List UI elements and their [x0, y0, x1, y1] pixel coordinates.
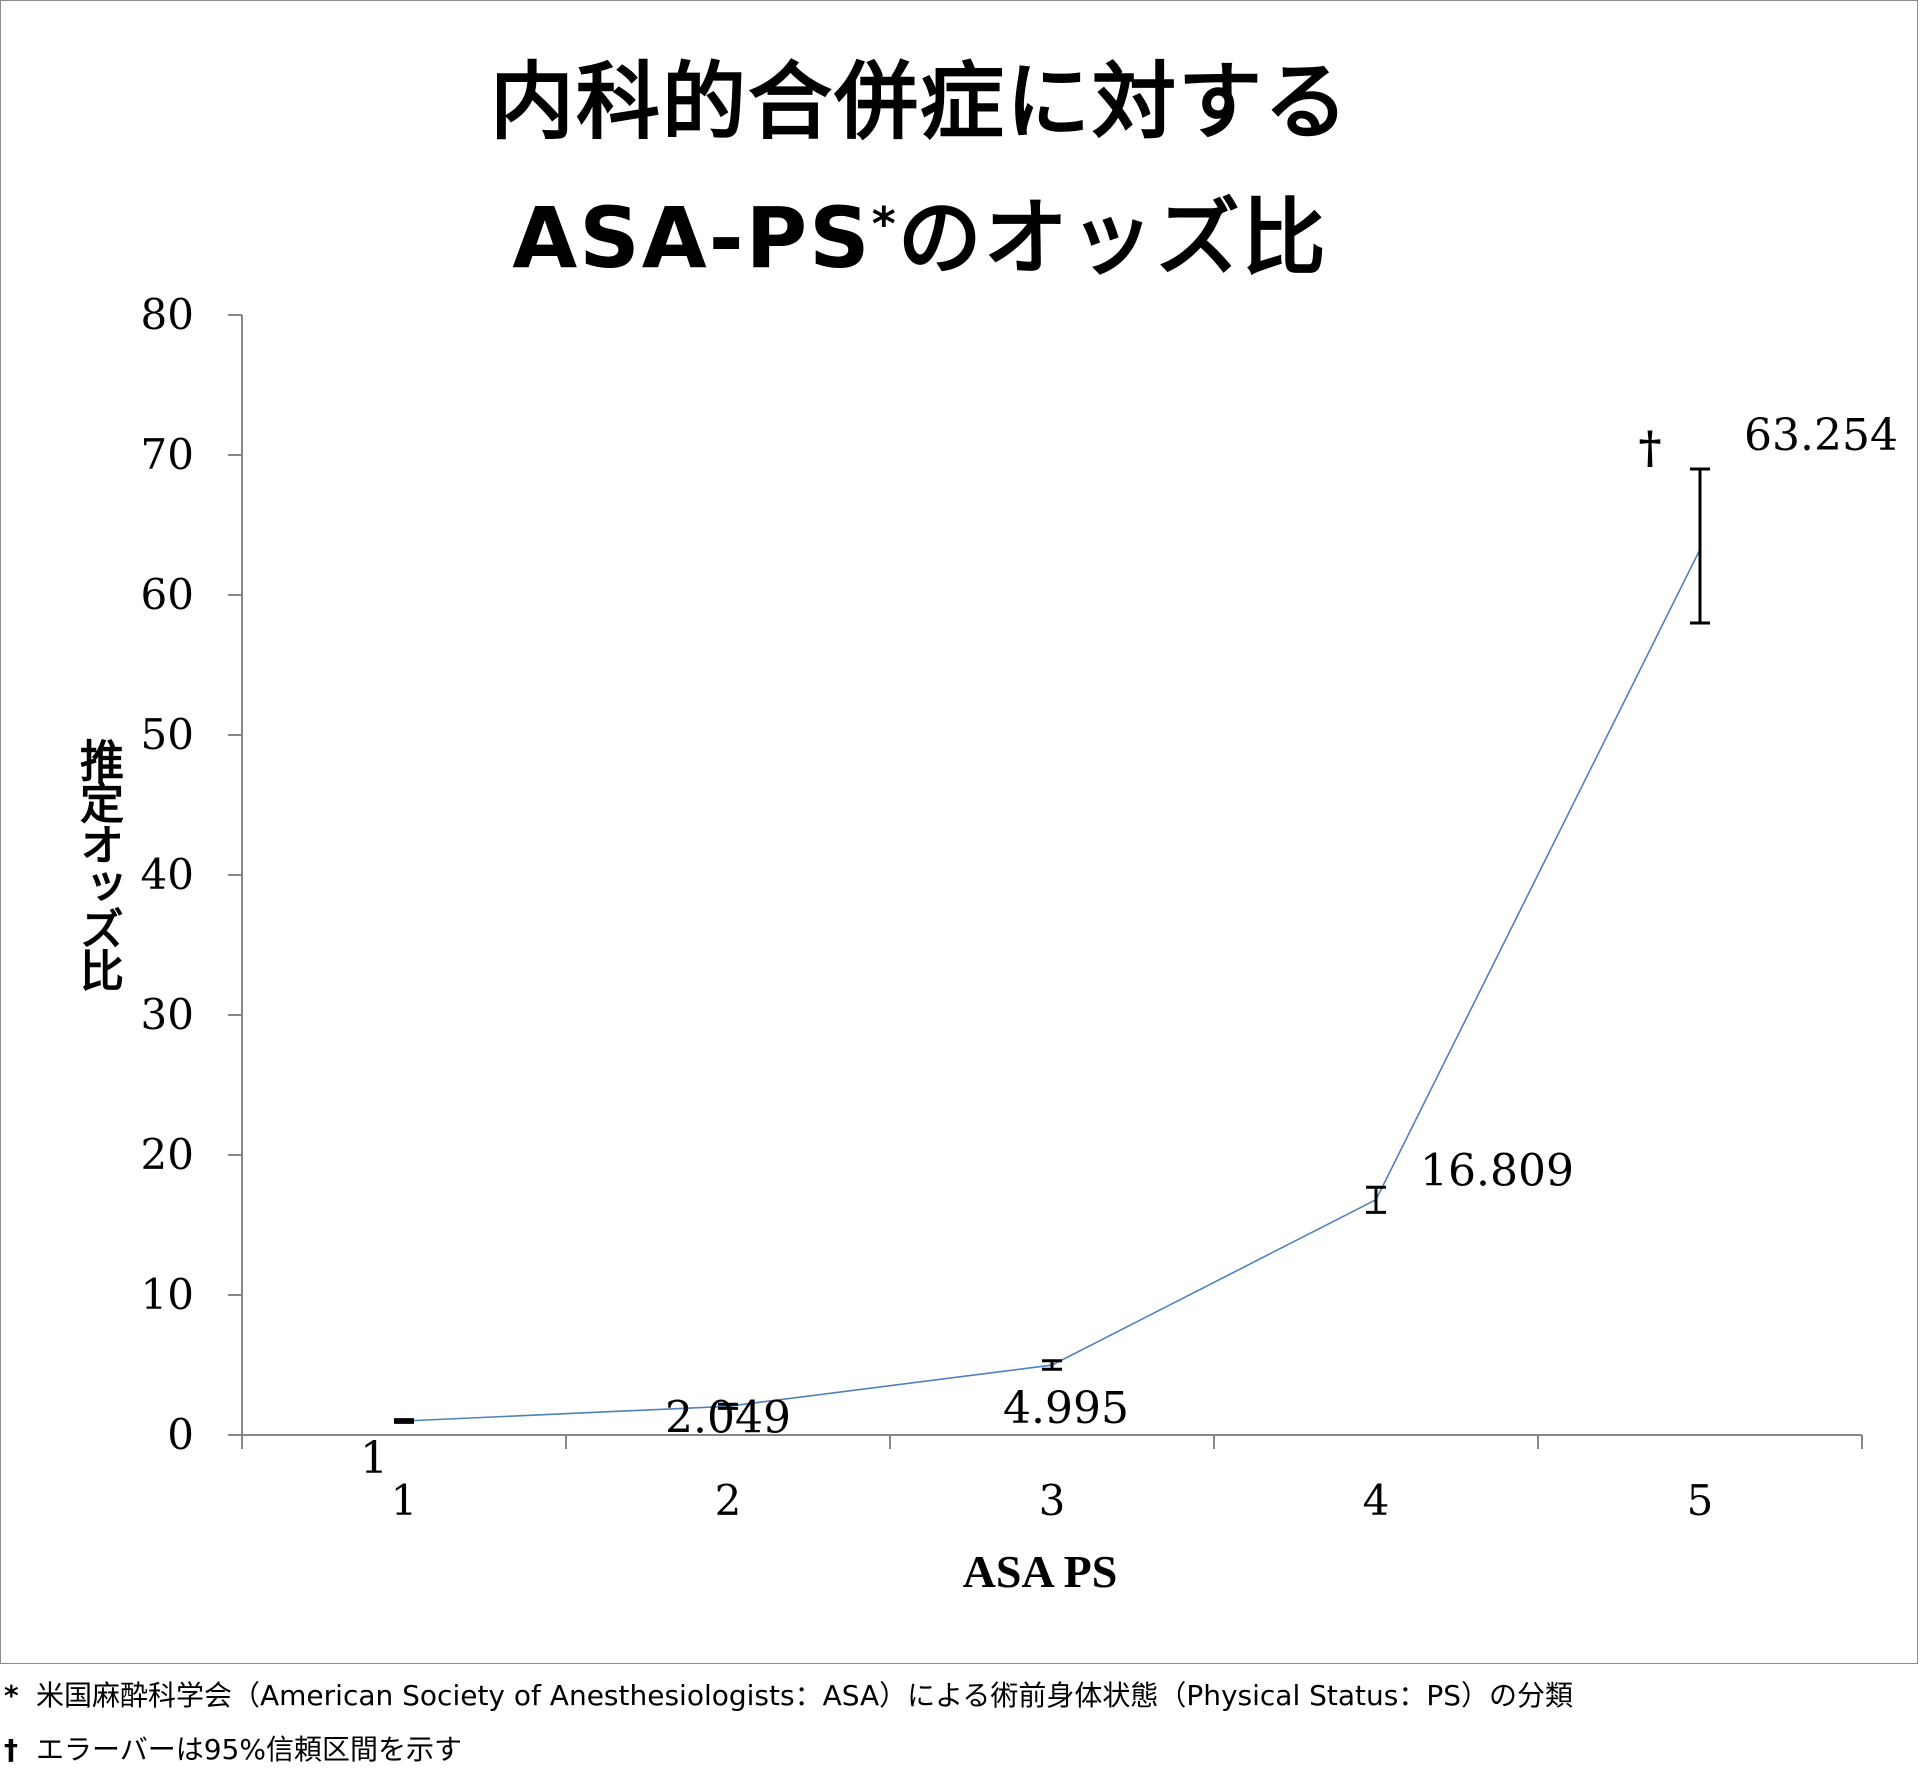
y-tick-label: 30 [141, 990, 194, 1039]
y-tick-label: 10 [141, 1270, 194, 1319]
data-label: 1 [360, 1433, 388, 1484]
y-tick-label: 80 [141, 290, 194, 339]
line-chart: 0 10 20 30 40 50 60 70 80 1 2 3 4 5 ASA PS 1 2.049 4.995 1… [141, 290, 1898, 1597]
x-tick-label: 1 [391, 1476, 418, 1525]
data-label: 16.809 [1420, 1146, 1574, 1197]
data-label: 2.049 [665, 1392, 791, 1443]
footnote-asterisk: * 米国麻酔科学会（American Society of Anesthesiol… [4, 1678, 1573, 1714]
y-tick-label: 40 [141, 850, 194, 899]
title-asa-ps: ASA-PS [512, 189, 872, 287]
x-tick-label: 4 [1363, 1476, 1390, 1525]
x-axis-title: ASA PS [963, 1546, 1118, 1597]
y-tick-label: 60 [141, 570, 194, 619]
y-tick-label: 50 [141, 710, 194, 759]
series-line [403, 549, 1701, 1422]
x-tick-label: 5 [1687, 1476, 1714, 1525]
y-tick-label: 20 [141, 1130, 194, 1179]
data-label: 4.995 [1003, 1383, 1129, 1434]
x-tick-label: 3 [1039, 1476, 1066, 1525]
dagger-annotation: † [1638, 423, 1661, 474]
x-tick-label: 2 [715, 1476, 742, 1525]
title-asterisk: * [871, 197, 898, 251]
footnote-dagger-mark: † [4, 1733, 18, 1766]
chart-title-line2: ASA-PS*のオッズ比 [0, 188, 1840, 288]
y-tick-label: 0 [167, 1410, 194, 1459]
title-odds-ratio: のオッズ比 [897, 189, 1328, 287]
chart-frame [0, 0, 1918, 1664]
footnote-asterisk-mark: * [4, 1679, 19, 1712]
chart-title-line1: 内科的合併症に対する [489, 53, 1350, 151]
data-label: 63.254 [1744, 410, 1898, 461]
y-tick-label: 70 [141, 430, 194, 479]
footnote-dagger: † エラーバーは95%信頼区間を示す [4, 1732, 462, 1768]
footnote-asterisk-text: 米国麻酔科学会（American Society of Anesthesiolo… [36, 1679, 1574, 1712]
footnote-dagger-text: エラーバーは95%信頼区間を示す [36, 1733, 462, 1766]
y-axis-title: 推定オッズ比 [72, 738, 123, 990]
